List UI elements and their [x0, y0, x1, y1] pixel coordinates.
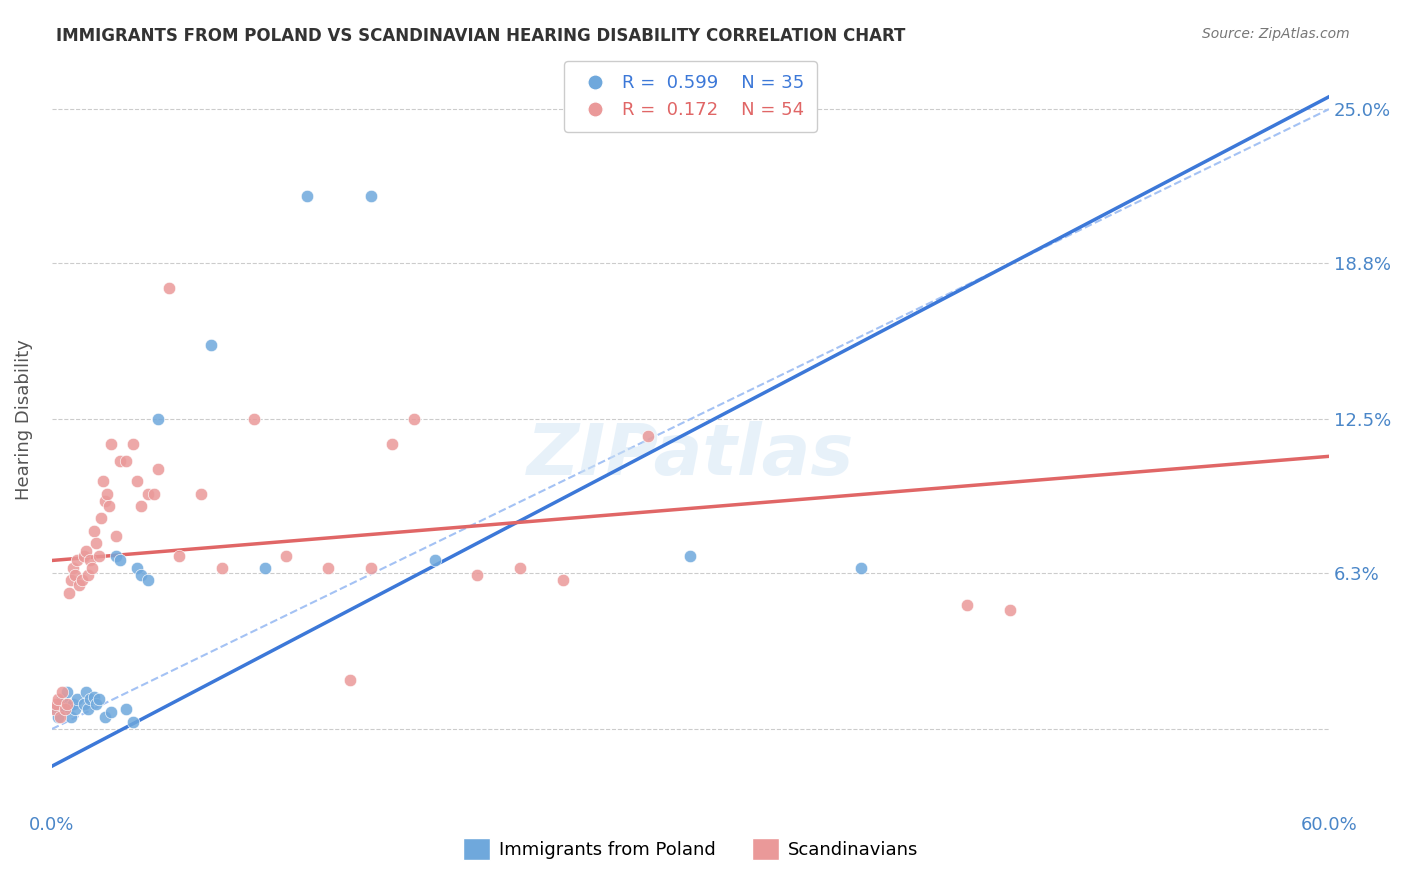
Point	[46, 709, 69, 723]
Point	[79, 553, 101, 567]
Point	[136, 486, 159, 500]
Point	[148, 461, 170, 475]
Point	[129, 499, 152, 513]
Point	[94, 709, 117, 723]
Point	[169, 549, 191, 563]
Point	[51, 692, 73, 706]
Point	[98, 499, 121, 513]
Point	[637, 429, 659, 443]
Point	[136, 574, 159, 588]
Point	[190, 486, 212, 500]
Point	[115, 454, 138, 468]
Point	[142, 486, 165, 500]
Point	[91, 474, 114, 488]
Point	[100, 705, 122, 719]
Point	[104, 549, 127, 563]
Point	[58, 585, 80, 599]
Point	[63, 568, 86, 582]
Point	[129, 568, 152, 582]
Point	[67, 578, 90, 592]
Point	[59, 709, 82, 723]
Point	[274, 549, 297, 563]
Point	[87, 549, 110, 563]
Point	[104, 529, 127, 543]
Point	[83, 690, 105, 704]
Text: Source: ZipAtlas.com: Source: ZipAtlas.com	[1202, 27, 1350, 41]
Point	[360, 189, 382, 203]
Point	[956, 598, 979, 612]
Point	[75, 543, 97, 558]
Point	[53, 702, 76, 716]
Point	[62, 698, 84, 712]
Point	[551, 574, 574, 588]
Point	[79, 692, 101, 706]
Point	[58, 699, 80, 714]
Point	[90, 511, 112, 525]
Point	[73, 549, 96, 563]
Point	[77, 568, 100, 582]
Point	[100, 437, 122, 451]
Point	[45, 702, 67, 716]
Point	[402, 412, 425, 426]
Text: ZIPatlas: ZIPatlas	[527, 421, 853, 490]
Point	[121, 714, 143, 729]
Point	[253, 561, 276, 575]
Y-axis label: Hearing Disability: Hearing Disability	[15, 339, 32, 500]
Point	[679, 549, 702, 563]
Point	[83, 524, 105, 538]
Point	[86, 536, 108, 550]
Point	[200, 337, 222, 351]
Point	[360, 561, 382, 575]
Point	[148, 412, 170, 426]
Point	[998, 603, 1021, 617]
Point	[70, 574, 93, 588]
Point	[82, 561, 104, 575]
Point	[55, 698, 77, 712]
Point	[108, 553, 131, 567]
Point	[66, 692, 89, 706]
Point	[45, 698, 67, 712]
Point	[59, 574, 82, 588]
Point	[87, 692, 110, 706]
Point	[339, 673, 361, 687]
Text: 0.0%: 0.0%	[30, 816, 75, 834]
Point	[66, 553, 89, 567]
Text: IMMIGRANTS FROM POLAND VS SCANDINAVIAN HEARING DISABILITY CORRELATION CHART: IMMIGRANTS FROM POLAND VS SCANDINAVIAN H…	[56, 27, 905, 45]
Point	[381, 437, 404, 451]
Point	[55, 685, 77, 699]
Point	[509, 561, 531, 575]
Point	[295, 189, 318, 203]
Point	[53, 702, 76, 716]
Point	[49, 698, 72, 712]
Point	[423, 553, 446, 567]
Point	[115, 702, 138, 716]
Point	[51, 685, 73, 699]
Point	[243, 412, 266, 426]
Point	[318, 561, 340, 575]
Point	[94, 494, 117, 508]
Point	[849, 561, 872, 575]
Point	[77, 702, 100, 716]
Point	[121, 437, 143, 451]
Point	[63, 702, 86, 716]
Legend: R =  0.599    N = 35, R =  0.172    N = 54: R = 0.599 N = 35, R = 0.172 N = 54	[564, 62, 817, 132]
Point	[125, 474, 148, 488]
Point	[467, 568, 489, 582]
Point	[73, 698, 96, 712]
Point	[211, 561, 233, 575]
Point	[86, 698, 108, 712]
Point	[125, 561, 148, 575]
Point	[42, 702, 65, 716]
Point	[75, 685, 97, 699]
Point	[108, 454, 131, 468]
Point	[96, 486, 118, 500]
Point	[49, 709, 72, 723]
Point	[46, 692, 69, 706]
Point	[157, 281, 180, 295]
Text: 60.0%: 60.0%	[1301, 816, 1357, 834]
Point	[62, 561, 84, 575]
